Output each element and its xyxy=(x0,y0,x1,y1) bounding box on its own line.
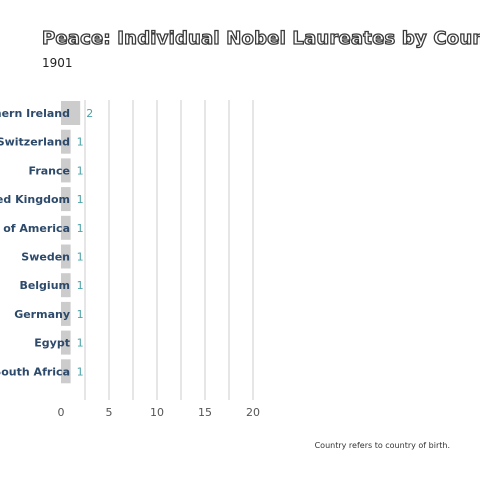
value-label: 1 xyxy=(77,308,84,321)
value-label: 2 xyxy=(86,107,93,120)
value-label: 1 xyxy=(77,251,84,264)
value-labels: 2 1 1 1 1 1 1 1 1 1 xyxy=(77,107,94,378)
bar xyxy=(61,158,71,183)
category-label: Northern Ireland xyxy=(0,107,70,120)
value-label: 1 xyxy=(77,279,84,292)
tick-label: 0 xyxy=(58,406,65,419)
category-labels: Northern Ireland Switzerland France United … xyxy=(0,107,70,378)
value-label: 1 xyxy=(77,136,84,149)
bar xyxy=(61,215,71,240)
gridlines xyxy=(84,100,254,400)
value-label: 1 xyxy=(77,193,84,206)
category-label: Egypt xyxy=(34,337,70,350)
bar xyxy=(61,359,71,384)
category-label: France xyxy=(29,164,70,177)
bar xyxy=(61,101,81,125)
bar xyxy=(61,273,71,298)
tick-label: 10 xyxy=(150,406,164,419)
bar xyxy=(61,187,71,212)
value-label: 1 xyxy=(77,337,84,350)
category-label: United States of America xyxy=(0,222,70,235)
bar xyxy=(61,330,71,355)
category-label: Sweden xyxy=(21,251,70,264)
chart-title: Peace: Individual Nobel Laureates by Cou… xyxy=(41,27,480,49)
bar xyxy=(61,244,71,269)
tick-label: 15 xyxy=(198,406,212,419)
category-label: South Africa xyxy=(0,365,70,378)
chart-subtitle-year: 1901 xyxy=(42,56,73,70)
category-label: Belgium xyxy=(19,279,70,292)
bar xyxy=(61,301,71,326)
category-label: United Kingdom xyxy=(0,193,70,206)
value-label: 1 xyxy=(77,164,84,177)
x-axis-ticks: 0 5 10 15 20 xyxy=(58,406,261,419)
value-label: 1 xyxy=(77,365,84,378)
bars xyxy=(61,101,81,384)
tick-label: 20 xyxy=(246,406,260,419)
tick-label: 5 xyxy=(106,406,113,419)
footnote: Country refers to country of birth. xyxy=(314,441,450,450)
category-label: Germany xyxy=(14,308,70,321)
bar xyxy=(61,129,71,154)
category-label: Switzerland xyxy=(0,136,70,149)
value-label: 1 xyxy=(77,222,84,235)
